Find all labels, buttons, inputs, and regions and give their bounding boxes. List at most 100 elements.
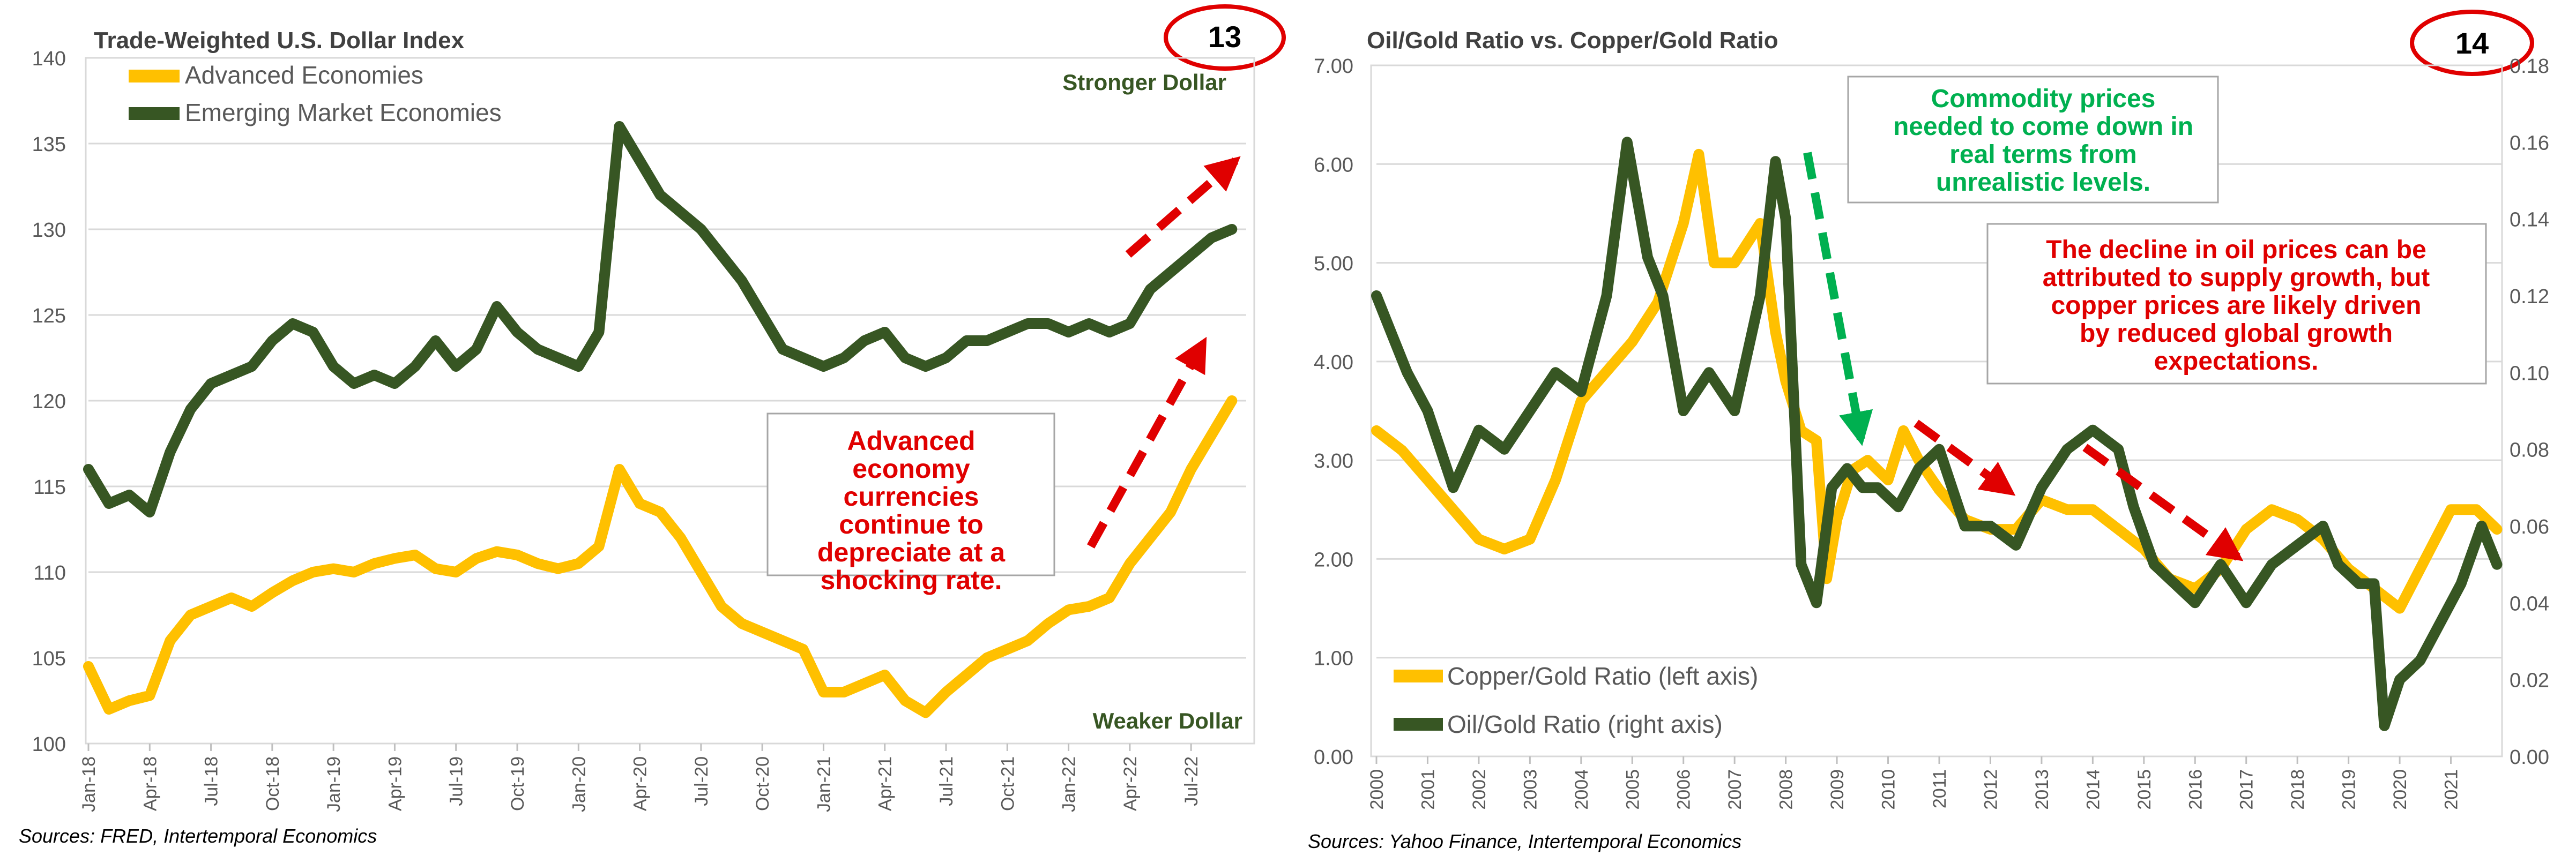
arrow-up-advanced <box>1086 336 1208 549</box>
y-gridlines <box>88 57 1246 745</box>
x-tick-label: Apr-19 <box>385 756 405 811</box>
x-tick-label: Jan-21 <box>814 756 834 812</box>
y-tick-label: 140 <box>32 48 66 70</box>
legend-label-copper: Copper/Gold Ratio (left axis) <box>1447 662 1758 690</box>
red-annotation-box: The decline in oil prices can be attribut… <box>1986 223 2487 385</box>
x-tick-label: 2002 <box>1469 769 1490 810</box>
annotation-line: Advanced <box>847 426 976 456</box>
x-tick-label: 2006 <box>1674 769 1694 810</box>
badge: 13 <box>1164 4 1286 71</box>
annotation-line: copper prices are likely driven <box>2051 291 2421 320</box>
y2-tick-label: 0.16 <box>2510 132 2549 154</box>
badge: 14 <box>2410 10 2534 76</box>
annotation-line: needed to come down in <box>1893 112 2193 141</box>
x-tick-label: Apr-21 <box>875 756 896 811</box>
y-tick-label: 6.00 <box>1314 154 1353 176</box>
green-annotation-text: Commodity prices needed to come down in re… <box>1893 85 2193 197</box>
annotation-line: expectations. <box>2154 347 2319 376</box>
x-tick-label: 2019 <box>2339 769 2359 810</box>
legend: Advanced Economies Emerging Market Econo… <box>129 61 502 126</box>
x-axis-ticks: Jan-18 Apr-18 Jul-18 Oct-18 Jan-19 Apr-19 Jul-… <box>79 744 1202 812</box>
annotation-text: Advanced economy currencies continue to depr… <box>817 426 1006 595</box>
x-tick-label: Jul-19 <box>446 756 467 806</box>
x-tick-label: 2014 <box>2083 769 2103 810</box>
y-tick-label: 2.00 <box>1314 549 1353 571</box>
x-tick-label: 2017 <box>2237 769 2257 810</box>
x-axis-ticks: 2000 2001 2002 2003 2004 2005 2006 2007 2008 2009… <box>1367 756 2462 810</box>
y-tick-label: 105 <box>32 648 66 670</box>
annotation-line: attributed to supply growth, but <box>2043 264 2430 292</box>
annotation-line: unrealistic levels. <box>1936 168 2150 197</box>
x-tick-label: 2005 <box>1622 769 1643 810</box>
ratio-panel: Oil/Gold Ratio vs. Copper/Gold Ratio 14 … <box>1308 10 2549 852</box>
y-tick-label: 4.00 <box>1314 351 1353 374</box>
y2-tick-label: 0.18 <box>2510 55 2549 78</box>
legend-label-emerging: Emerging Market Economies <box>185 99 502 126</box>
y-tick-label: 3.00 <box>1314 450 1353 472</box>
y2-tick-label: 0.12 <box>2510 286 2549 308</box>
series-line-advanced <box>83 395 1238 718</box>
green-annotation-box: Commodity prices needed to come down in re… <box>1847 76 2219 204</box>
y2-tick-label: 0.06 <box>2510 516 2549 538</box>
x-tick-label: 2004 <box>1572 769 1592 810</box>
y-axis-ticks-left: 0.00 1.00 2.00 3.00 4.00 5.00 6.00 7.00 <box>1314 55 1353 769</box>
stronger-dollar-label: Stronger Dollar <box>1062 70 1226 95</box>
green-arrow-down <box>1803 152 1873 446</box>
x-tick-label: Jul-20 <box>691 756 712 806</box>
x-tick-label: Jul-21 <box>936 756 957 806</box>
dollar-index-panel: Trade-Weighted U.S. Dollar Index 13 100 1… <box>19 4 1286 847</box>
y2-tick-label: 0.02 <box>2510 670 2549 692</box>
x-tick-label: 2001 <box>1418 769 1438 810</box>
x-tick-label: Apr-20 <box>630 756 651 811</box>
x-tick-label: Apr-22 <box>1120 756 1141 811</box>
annotation-line: depreciate at a <box>817 537 1006 567</box>
annotation-line: real terms from <box>1949 140 2136 169</box>
x-tick-label: 2021 <box>2441 769 2462 810</box>
y-tick-label: 135 <box>32 133 66 156</box>
x-tick-label: Apr-18 <box>140 756 160 811</box>
annotation-line: currencies <box>844 482 979 512</box>
x-tick-label: Oct-20 <box>753 756 773 811</box>
y-tick-label: 115 <box>33 476 66 499</box>
x-tick-label: Jan-20 <box>569 756 589 812</box>
y2-tick-label: 0.04 <box>2510 592 2549 615</box>
annotation-line: continue to <box>839 509 983 539</box>
x-tick-label: 2012 <box>1981 769 2001 810</box>
x-tick-label: 2000 <box>1367 769 1387 810</box>
y2-tick-label: 0.00 <box>2510 746 2549 769</box>
series-lines <box>83 121 1238 718</box>
x-tick-label: Oct-18 <box>263 756 283 811</box>
annotation-line: Commodity prices <box>1931 85 2156 113</box>
series-line-copper-gold <box>1371 148 2503 614</box>
x-tick-label: Jan-19 <box>324 756 344 812</box>
x-tick-label: 2016 <box>2185 769 2206 810</box>
y-tick-label: 120 <box>32 391 66 413</box>
source-note: Sources: FRED, Intertemporal Economics <box>19 825 377 847</box>
y-tick-label: 7.00 <box>1314 55 1353 78</box>
series-lines <box>1371 137 2503 731</box>
red-arrow-copper-2 <box>2082 444 2244 561</box>
x-tick-label: 2020 <box>2390 769 2410 810</box>
annotation-box: Advanced economy currencies continue to depr… <box>766 412 1055 595</box>
y2-tick-label: 0.14 <box>2510 209 2549 231</box>
x-tick-label: 2003 <box>1520 769 1540 810</box>
annotation-line: shocking rate. <box>821 565 1002 595</box>
y-tick-label: 100 <box>32 733 66 756</box>
x-tick-label: 2011 <box>1930 769 1950 808</box>
x-tick-label: 2015 <box>2134 769 2155 810</box>
red-arrow-copper-1 <box>1914 419 2016 496</box>
legend: Copper/Gold Ratio (left axis) Oil/Gold R… <box>1394 662 1758 738</box>
chart-title: Trade-Weighted U.S. Dollar Index <box>94 27 465 54</box>
x-tick-label: Jul-18 <box>202 756 222 806</box>
chart-title: Oil/Gold Ratio vs. Copper/Gold Ratio <box>1367 27 1778 54</box>
y2-tick-label: 0.10 <box>2510 362 2549 385</box>
x-tick-label: 2008 <box>1776 769 1797 810</box>
arrow-up-emerging <box>1125 156 1241 258</box>
y-tick-label: 1.00 <box>1314 648 1353 670</box>
annotation-line: economy <box>852 454 970 484</box>
badge-number: 13 <box>1208 20 1241 54</box>
x-tick-label: Oct-19 <box>508 756 528 811</box>
x-tick-label: Jul-22 <box>1181 756 1202 806</box>
y-axis-ticks-right: 0.00 0.02 0.04 0.06 0.08 0.10 0.12 0.14 0.16 0.18 <box>2510 55 2549 769</box>
